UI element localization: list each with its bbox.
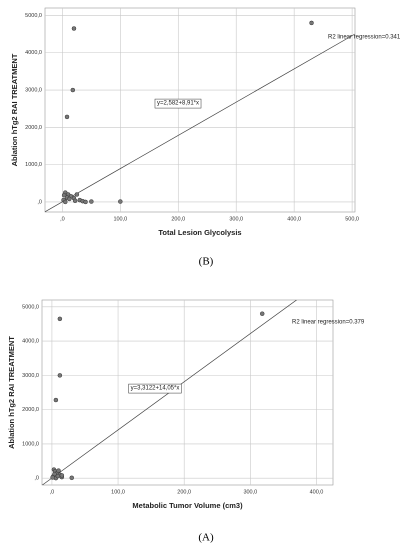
point <box>59 473 65 478</box>
y-tick-label: ,0 <box>37 199 42 205</box>
point <box>61 192 67 198</box>
point <box>55 473 61 479</box>
x-tick-label: 500,0 <box>345 216 359 222</box>
equation: y=3,3122+14,05*x <box>131 386 180 392</box>
y-tick-label: 5000,0 <box>25 13 42 19</box>
point <box>71 26 77 31</box>
caption: (B) <box>199 256 214 268</box>
caption: (A) <box>198 532 214 544</box>
annotation: R2 linear regression=0.341 <box>328 35 401 41</box>
point <box>83 199 88 205</box>
x-tick-label: 200,0 <box>171 216 185 222</box>
x-tick-label: 300,0 <box>243 489 257 495</box>
x-axis-label: Metabolic Tumor Volume (cm3) <box>132 501 243 510</box>
y-tick-label: 2000,0 <box>25 125 42 131</box>
x-tick-label: ,0 <box>60 216 65 222</box>
x-tick-label: 100,0 <box>111 489 125 495</box>
point <box>72 198 78 204</box>
equation-box <box>128 383 182 394</box>
point <box>53 397 59 403</box>
point <box>67 196 72 202</box>
y-tick-label: 3000,0 <box>25 88 42 94</box>
x-axis-label: Total Lesion Glycolysis <box>158 228 241 237</box>
x-tick-label: 300,0 <box>229 216 243 222</box>
y-tick-label: 4000,0 <box>25 50 42 56</box>
fit-line <box>45 33 355 212</box>
y-tick-label: 4000,0 <box>22 339 39 345</box>
point <box>309 20 314 26</box>
point <box>89 199 94 204</box>
point <box>259 311 265 316</box>
annotation: R2 linear regression=0.379 <box>292 320 365 326</box>
y-tick-label: 1000,0 <box>22 441 39 447</box>
point <box>57 373 63 378</box>
equation-box <box>154 98 202 109</box>
y-tick-label: 5000,0 <box>22 304 39 310</box>
y-tick-label: 1000,0 <box>25 162 42 168</box>
point <box>70 87 76 93</box>
x-tick-label: 400,0 <box>287 216 301 222</box>
y-tick-label: 2000,0 <box>22 407 39 413</box>
y-axis-label: Ablation hTg2 RAI TREATMENT <box>10 53 19 166</box>
point <box>63 199 68 205</box>
point <box>74 192 80 197</box>
fit-line <box>42 300 298 485</box>
x-tick-label: 200,0 <box>177 489 191 495</box>
y-tick-label: ,0 <box>34 476 39 482</box>
x-tick-label: ,0 <box>50 489 55 495</box>
point <box>52 471 57 477</box>
y-axis-label: Ablation hTg2 RAI TREATMENT <box>7 336 16 449</box>
point <box>57 316 63 322</box>
plot-area <box>41 299 334 486</box>
point <box>69 475 75 481</box>
point <box>64 114 70 120</box>
equation: y=2,582+8,91*x <box>157 101 199 107</box>
x-tick-label: 100,0 <box>113 216 127 222</box>
point <box>118 199 123 204</box>
y-tick-label: 3000,0 <box>22 373 39 379</box>
x-tick-label: 400,0 <box>310 489 324 495</box>
plot-area <box>44 7 356 213</box>
point <box>56 468 61 473</box>
point <box>50 475 55 480</box>
